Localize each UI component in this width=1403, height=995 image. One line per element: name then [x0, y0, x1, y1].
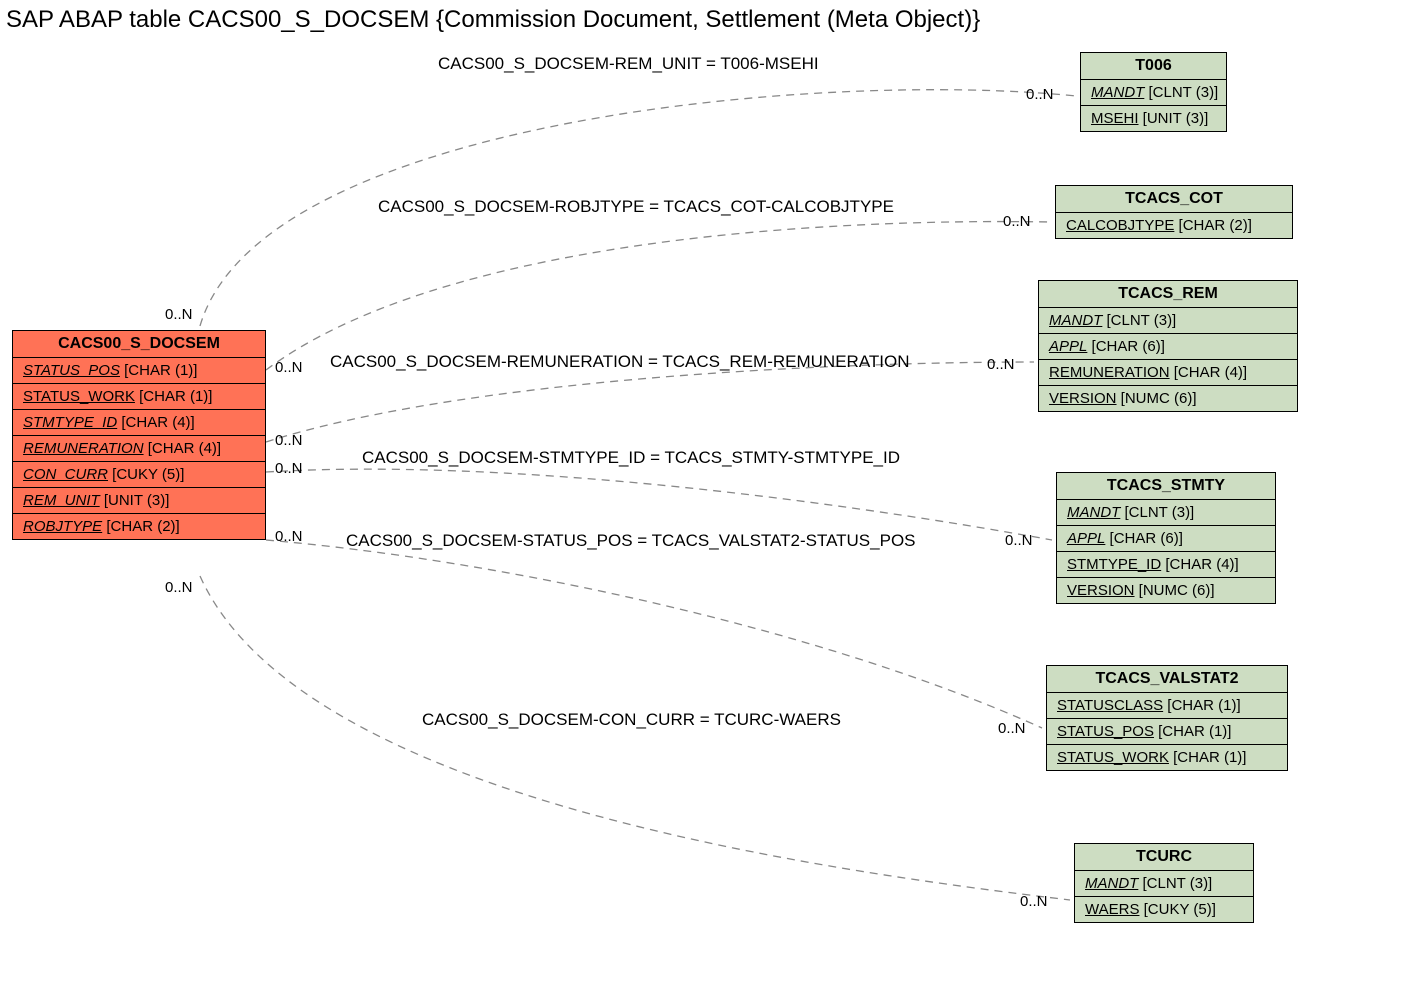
entity-field: STATUS_WORK [CHAR (1)] — [13, 384, 265, 410]
entity-field: STMTYPE_ID [CHAR (4)] — [13, 410, 265, 436]
cardinality-src: 0..N — [275, 460, 303, 477]
entity-field: MANDT [CLNT (3)] — [1057, 500, 1275, 526]
relationship-label: CACS00_S_DOCSEM-REM_UNIT = T006-MSEHI — [438, 54, 819, 74]
ref-entity-t006: T006MANDT [CLNT (3)]MSEHI [UNIT (3)] — [1080, 52, 1227, 132]
entity-header: TCURC — [1075, 844, 1253, 871]
relationship-label: CACS00_S_DOCSEM-STMTYPE_ID = TCACS_STMTY… — [362, 448, 900, 468]
entity-header: TCACS_VALSTAT2 — [1047, 666, 1287, 693]
entity-field: STATUS_POS [CHAR (1)] — [1047, 719, 1287, 745]
entity-field: MANDT [CLNT (3)] — [1075, 871, 1253, 897]
entity-field: MSEHI [UNIT (3)] — [1081, 106, 1226, 131]
entity-header: CACS00_S_DOCSEM — [13, 331, 265, 358]
page-title: SAP ABAP table CACS00_S_DOCSEM {Commissi… — [6, 6, 980, 34]
cardinality-dst: 0..N — [1020, 893, 1048, 910]
relationship-edge — [266, 469, 1052, 540]
cardinality-src: 0..N — [275, 359, 303, 376]
entity-field: APPL [CHAR (6)] — [1057, 526, 1275, 552]
entity-header: TCACS_STMTY — [1057, 473, 1275, 500]
relationship-edge — [266, 540, 1042, 728]
ref-entity-tcacs_rem: TCACS_REMMANDT [CLNT (3)]APPL [CHAR (6)]… — [1038, 280, 1298, 412]
cardinality-dst: 0..N — [987, 356, 1015, 373]
entity-field: STMTYPE_ID [CHAR (4)] — [1057, 552, 1275, 578]
cardinality-dst: 0..N — [1003, 213, 1031, 230]
relationship-edge — [200, 576, 1070, 900]
entity-field: CALCOBJTYPE [CHAR (2)] — [1056, 213, 1292, 238]
entity-field: VERSION [NUMC (6)] — [1039, 386, 1297, 411]
cardinality-src: 0..N — [165, 579, 193, 596]
main-entity: CACS00_S_DOCSEMSTATUS_POS [CHAR (1)]STAT… — [12, 330, 266, 540]
relationship-edge — [266, 362, 1034, 442]
relationship-label: CACS00_S_DOCSEM-ROBJTYPE = TCACS_COT-CAL… — [378, 197, 894, 217]
ref-entity-tcurc: TCURCMANDT [CLNT (3)]WAERS [CUKY (5)] — [1074, 843, 1254, 923]
entity-field: APPL [CHAR (6)] — [1039, 334, 1297, 360]
entity-field: REM_UNIT [UNIT (3)] — [13, 488, 265, 514]
ref-entity-tcacs_valstat2: TCACS_VALSTAT2STATUSCLASS [CHAR (1)]STAT… — [1046, 665, 1288, 771]
cardinality-src: 0..N — [275, 432, 303, 449]
cardinality-src: 0..N — [165, 306, 193, 323]
entity-field: REMUNERATION [CHAR (4)] — [1039, 360, 1297, 386]
entity-field: STATUS_POS [CHAR (1)] — [13, 358, 265, 384]
entity-field: CON_CURR [CUKY (5)] — [13, 462, 265, 488]
cardinality-dst: 0..N — [998, 720, 1026, 737]
relationship-edge — [266, 222, 1050, 370]
ref-entity-tcacs_cot: TCACS_COTCALCOBJTYPE [CHAR (2)] — [1055, 185, 1293, 239]
cardinality-dst: 0..N — [1005, 532, 1033, 549]
entity-header: T006 — [1081, 53, 1226, 80]
relationship-label: CACS00_S_DOCSEM-CON_CURR = TCURC-WAERS — [422, 710, 841, 730]
entity-field: ROBJTYPE [CHAR (2)] — [13, 514, 265, 539]
entity-field: STATUSCLASS [CHAR (1)] — [1047, 693, 1287, 719]
entity-field: WAERS [CUKY (5)] — [1075, 897, 1253, 922]
cardinality-dst: 0..N — [1026, 86, 1054, 103]
entity-field: STATUS_WORK [CHAR (1)] — [1047, 745, 1287, 770]
entity-field: REMUNERATION [CHAR (4)] — [13, 436, 265, 462]
entity-field: VERSION [NUMC (6)] — [1057, 578, 1275, 603]
entity-header: TCACS_COT — [1056, 186, 1292, 213]
entity-header: TCACS_REM — [1039, 281, 1297, 308]
relationship-label: CACS00_S_DOCSEM-STATUS_POS = TCACS_VALST… — [346, 531, 916, 551]
ref-entity-tcacs_stmty: TCACS_STMTYMANDT [CLNT (3)]APPL [CHAR (6… — [1056, 472, 1276, 604]
relationship-label: CACS00_S_DOCSEM-REMUNERATION = TCACS_REM… — [330, 352, 910, 372]
entity-field: MANDT [CLNT (3)] — [1039, 308, 1297, 334]
entity-field: MANDT [CLNT (3)] — [1081, 80, 1226, 106]
cardinality-src: 0..N — [275, 528, 303, 545]
